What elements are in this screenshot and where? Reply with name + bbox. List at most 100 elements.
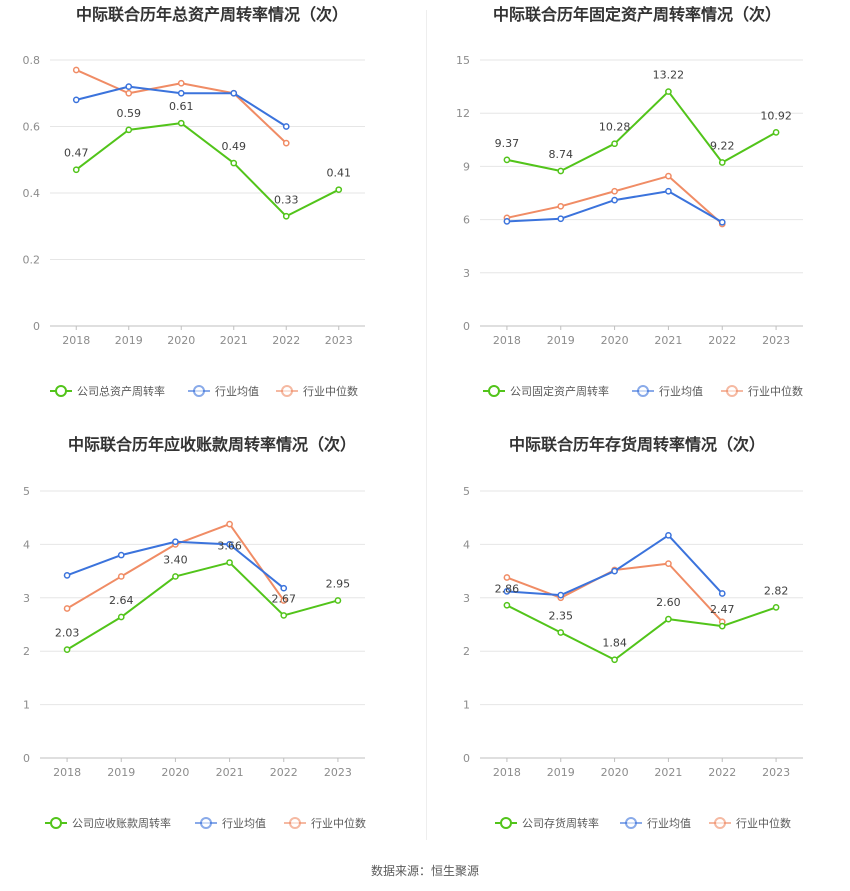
y-tick-label: 5: [463, 485, 470, 498]
legend-marker: [193, 385, 205, 397]
data-point: [718, 590, 726, 597]
y-tick-label: 0: [463, 752, 470, 765]
data-point: [665, 88, 672, 95]
legend-label: 行业均值: [222, 817, 266, 830]
series-line: [75, 122, 340, 218]
x-tick-label: 2019: [115, 334, 143, 347]
y-tick-label: 0.6: [23, 121, 41, 134]
series-line: [506, 604, 777, 661]
legend-marker: [50, 817, 62, 829]
x-tick-label: 2022: [708, 334, 736, 347]
series-line: [66, 561, 339, 651]
data-point: [282, 123, 290, 130]
data-point: [334, 597, 342, 604]
data-point: [503, 601, 511, 609]
data-point: [503, 588, 511, 595]
data-point: [611, 567, 618, 575]
data-label: 2.35: [549, 610, 574, 623]
data-point: [280, 597, 288, 604]
legend-label: 行业均值: [647, 817, 691, 830]
x-tick-label: 2022: [270, 766, 298, 779]
x-tick-label: 2022: [708, 766, 736, 779]
data-point: [718, 218, 726, 226]
data-point: [125, 89, 133, 97]
chart-title: 中际联合历年总资产周转率情况（次）: [76, 5, 348, 24]
chart-svg-0: 中际联合历年总资产周转率情况（次） 0 0.2 0.4 0.6 0.8 2018 2019 20…: [23, 5, 365, 398]
data-point: [280, 612, 288, 619]
data-point: [117, 551, 125, 559]
legend-label: 行业中位数: [748, 384, 803, 398]
data-point: [172, 573, 179, 580]
legend-label: 行业中位数: [311, 816, 366, 830]
data-label: 2.67: [272, 592, 297, 605]
data-label: 0.41: [327, 167, 352, 180]
x-tick-label: 2023: [762, 766, 790, 779]
data-point: [557, 215, 565, 223]
x-tick-label: 2018: [493, 766, 521, 779]
y-tick-label: 6: [463, 214, 470, 227]
data-point: [226, 541, 233, 548]
data-point: [503, 156, 511, 164]
data-point: [117, 613, 125, 621]
data-point: [177, 89, 185, 97]
data-point: [282, 212, 290, 220]
y-tick-label: 0.4: [23, 187, 41, 200]
data-label: 2.47: [710, 603, 735, 616]
data-label: 3.66: [217, 540, 242, 553]
legend-marker: [281, 385, 293, 397]
x-tick-label: 2020: [161, 766, 189, 779]
x-tick-label: 2018: [493, 334, 521, 347]
x-tick-label: 2018: [53, 766, 81, 779]
y-tick-label: 1: [23, 699, 30, 712]
data-label: 0.33: [274, 193, 299, 206]
data-point: [557, 167, 565, 175]
legend-label: 公司固定资产周转率: [510, 384, 609, 398]
data-point: [280, 584, 288, 592]
x-tick-label: 2020: [601, 766, 629, 779]
x-tick-label: 2023: [324, 766, 352, 779]
data-point: [611, 196, 618, 204]
x-tick-label: 2023: [325, 334, 353, 347]
x-tick-label: 2021: [654, 334, 682, 347]
data-label: 13.22: [653, 69, 685, 82]
legend-label: 行业均值: [659, 385, 703, 398]
legend-marker: [289, 817, 301, 829]
data-point: [72, 166, 80, 174]
data-point: [72, 66, 80, 74]
data-source-label: 数据来源：恒生聚源: [370, 864, 479, 878]
legend-marker: [625, 817, 637, 829]
x-tick-label: 2019: [107, 766, 135, 779]
data-point: [230, 159, 238, 167]
data-point: [557, 202, 565, 210]
data-point: [665, 531, 672, 539]
y-tick-label: 0: [23, 752, 30, 765]
data-point: [665, 560, 672, 567]
y-tick-label: 0: [33, 320, 40, 333]
y-tick-label: 0: [463, 320, 470, 333]
data-point: [665, 615, 672, 623]
data-label: 0.61: [169, 100, 194, 113]
data-point: [63, 605, 71, 612]
data-label: 2.82: [764, 584, 789, 597]
data-point: [772, 129, 780, 136]
data-point: [718, 159, 726, 166]
legend-label: 行业中位数: [736, 816, 791, 830]
y-tick-label: 4: [463, 538, 470, 551]
y-tick-label: 12: [456, 107, 470, 120]
y-tick-label: 9: [463, 160, 470, 173]
legend-label: 公司总资产周转率: [77, 384, 165, 398]
data-point: [557, 629, 565, 636]
panel-divider: [426, 10, 427, 840]
data-point: [665, 187, 672, 195]
legend-marker: [500, 817, 512, 829]
x-tick-label: 2023: [762, 334, 790, 347]
chart-title: 中际联合历年应收账款周转率情况（次）: [68, 435, 356, 454]
y-tick-label: 15: [456, 54, 470, 67]
data-point: [611, 656, 618, 664]
data-point: [772, 604, 780, 611]
x-tick-label: 2019: [547, 334, 575, 347]
data-point: [72, 96, 80, 104]
x-tick-label: 2021: [216, 766, 244, 779]
y-tick-label: 0.2: [23, 254, 41, 267]
chart-total-asset-turnover: 中际联合历年总资产周转率情况（次） 0 0.2 0.4 0.6 0.8 2018 2019 20…: [0, 0, 425, 430]
